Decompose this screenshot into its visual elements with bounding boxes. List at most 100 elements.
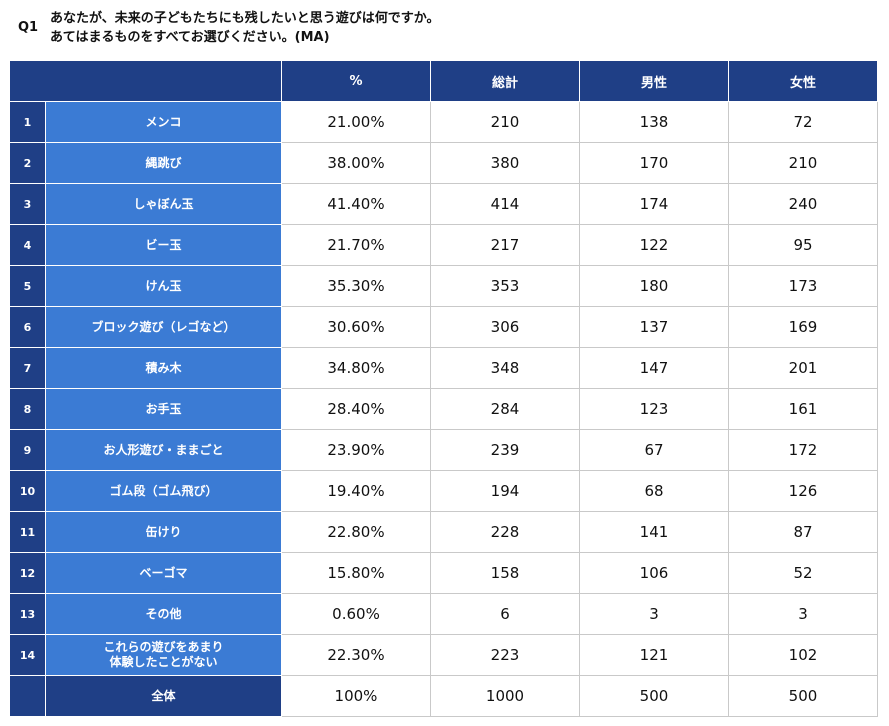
- header-male: 男性: [579, 60, 729, 102]
- table-row: 3 しゃぼん玉 41.40% 414 174 240: [9, 183, 878, 225]
- cell-total: 353: [430, 265, 580, 307]
- row-label: 全体: [45, 675, 282, 717]
- row-number: 3: [9, 183, 46, 225]
- cell-pct: 41.40%: [281, 183, 431, 225]
- table-row: 4 ビー玉 21.70% 217 122 95: [9, 224, 878, 266]
- cell-male: 180: [579, 265, 729, 307]
- cell-total: 1000: [430, 675, 580, 717]
- row-label: 積み木: [45, 347, 282, 389]
- cell-pct: 0.60%: [281, 593, 431, 635]
- cell-male: 67: [579, 429, 729, 471]
- table-row: 2 縄跳び 38.00% 380 170 210: [9, 142, 878, 184]
- header-row: % 総計 男性 女性: [9, 60, 878, 102]
- row-label: お人形遊び・ままごと: [45, 429, 282, 471]
- cell-pct: 38.00%: [281, 142, 431, 184]
- total-row: 全体 100% 1000 500 500: [9, 675, 878, 717]
- table-row: 8 お手玉 28.40% 284 123 161: [9, 388, 878, 430]
- question-text: あなたが、未来の子どもたちにも残したいと思う遊びは何ですか。 あてはまるものをす…: [50, 9, 439, 47]
- table-row: 11 缶けり 22.80% 228 141 87: [9, 511, 878, 553]
- header-corner: [9, 60, 282, 102]
- row-label: ビー玉: [45, 224, 282, 266]
- row-number: 11: [9, 511, 46, 553]
- cell-male: 147: [579, 347, 729, 389]
- table-row: 7 積み木 34.80% 348 147 201: [9, 347, 878, 389]
- cell-female: 161: [728, 388, 878, 430]
- cell-pct: 19.40%: [281, 470, 431, 512]
- row-number: [9, 675, 46, 717]
- table-row: 9 お人形遊び・ままごと 23.90% 239 67 172: [9, 429, 878, 471]
- table-body: 1 メンコ 21.00% 210 138 72 2 縄跳び 38.00% 380 170 210 3 しゃ…: [9, 101, 878, 717]
- row-label: ゴム段（ゴム飛び）: [45, 470, 282, 512]
- cell-total: 239: [430, 429, 580, 471]
- row-number: 2: [9, 142, 46, 184]
- cell-female: 102: [728, 634, 878, 676]
- header-female: 女性: [728, 60, 878, 102]
- cell-total: 6: [430, 593, 580, 635]
- cell-total: 158: [430, 552, 580, 594]
- cell-female: 172: [728, 429, 878, 471]
- cell-male: 3: [579, 593, 729, 635]
- row-label: ブロック遊び（レゴなど）: [45, 306, 282, 348]
- question-line-2: あてはまるものをすべてお選びください。(MA): [50, 30, 330, 45]
- cell-pct: 22.30%: [281, 634, 431, 676]
- question-number: Q1: [18, 20, 39, 35]
- table-row: 14 これらの遊びをあまり 体験したことがない 22.30% 223 121 102: [9, 634, 878, 676]
- cell-pct: 15.80%: [281, 552, 431, 594]
- table-row: 6 ブロック遊び（レゴなど） 30.60% 306 137 169: [9, 306, 878, 348]
- cell-male: 174: [579, 183, 729, 225]
- header-pct: %: [281, 60, 431, 102]
- cell-male: 121: [579, 634, 729, 676]
- cell-female: 500: [728, 675, 878, 717]
- cell-total: 414: [430, 183, 580, 225]
- row-number: 1: [9, 101, 46, 143]
- row-number: 9: [9, 429, 46, 471]
- results-table: % 総計 男性 女性 1 メンコ 21.00% 210 138 72 2 縄跳び 38.00% 3…: [9, 60, 878, 717]
- cell-pct: 30.60%: [281, 306, 431, 348]
- row-number: 14: [9, 634, 46, 676]
- cell-pct: 23.90%: [281, 429, 431, 471]
- cell-total: 380: [430, 142, 580, 184]
- cell-male: 138: [579, 101, 729, 143]
- cell-pct: 28.40%: [281, 388, 431, 430]
- cell-total: 306: [430, 306, 580, 348]
- cell-male: 137: [579, 306, 729, 348]
- table-row: 10 ゴム段（ゴム飛び） 19.40% 194 68 126: [9, 470, 878, 512]
- row-label: メンコ: [45, 101, 282, 143]
- row-number: 12: [9, 552, 46, 594]
- cell-total: 217: [430, 224, 580, 266]
- cell-male: 68: [579, 470, 729, 512]
- table-row: 13 その他 0.60% 6 3 3: [9, 593, 878, 635]
- row-number: 7: [9, 347, 46, 389]
- cell-female: 126: [728, 470, 878, 512]
- cell-female: 169: [728, 306, 878, 348]
- row-number: 8: [9, 388, 46, 430]
- cell-female: 52: [728, 552, 878, 594]
- cell-total: 210: [430, 101, 580, 143]
- row-number: 13: [9, 593, 46, 635]
- row-label: これらの遊びをあまり 体験したことがない: [45, 634, 282, 676]
- cell-male: 141: [579, 511, 729, 553]
- cell-pct: 34.80%: [281, 347, 431, 389]
- question-line-1: あなたが、未来の子どもたちにも残したいと思う遊びは何ですか。: [50, 11, 440, 26]
- cell-pct: 35.30%: [281, 265, 431, 307]
- row-number: 4: [9, 224, 46, 266]
- cell-female: 95: [728, 224, 878, 266]
- question-header: Q1 あなたが、未来の子どもたちにも残したいと思う遊びは何ですか。 あてはまるも…: [18, 9, 439, 47]
- row-label: けん玉: [45, 265, 282, 307]
- cell-total: 228: [430, 511, 580, 553]
- header-total: 総計: [430, 60, 580, 102]
- row-number: 10: [9, 470, 46, 512]
- cell-total: 348: [430, 347, 580, 389]
- row-label: その他: [45, 593, 282, 635]
- cell-female: 201: [728, 347, 878, 389]
- row-label: ベーゴマ: [45, 552, 282, 594]
- cell-female: 87: [728, 511, 878, 553]
- cell-male: 500: [579, 675, 729, 717]
- cell-total: 223: [430, 634, 580, 676]
- cell-male: 122: [579, 224, 729, 266]
- row-number: 5: [9, 265, 46, 307]
- cell-female: 72: [728, 101, 878, 143]
- cell-female: 173: [728, 265, 878, 307]
- cell-male: 106: [579, 552, 729, 594]
- table-row: 12 ベーゴマ 15.80% 158 106 52: [9, 552, 878, 594]
